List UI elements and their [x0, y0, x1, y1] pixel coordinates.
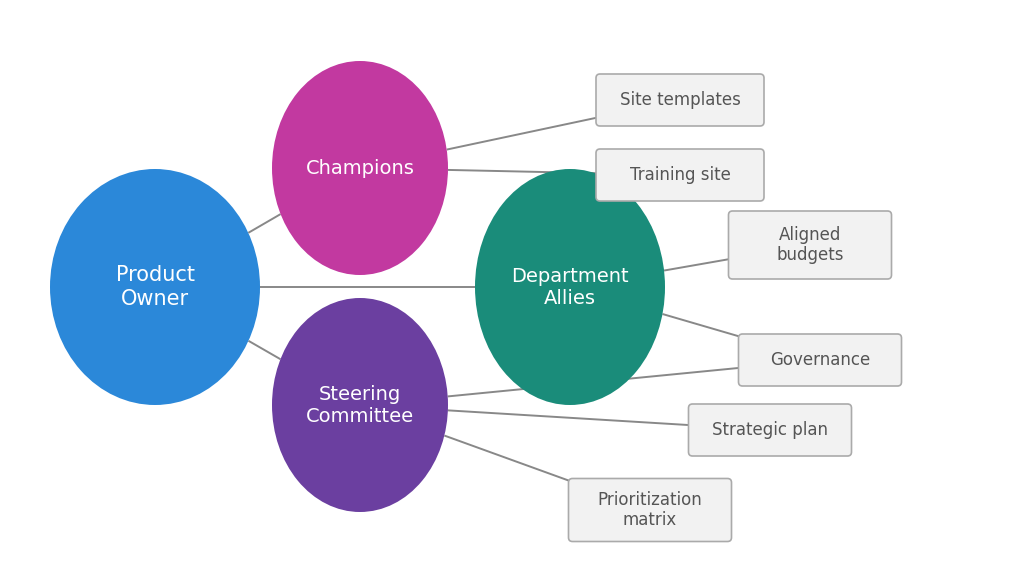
FancyBboxPatch shape [596, 149, 764, 201]
Text: Strategic plan: Strategic plan [712, 421, 828, 439]
FancyBboxPatch shape [596, 74, 764, 126]
FancyBboxPatch shape [688, 404, 852, 456]
Text: Training site: Training site [630, 166, 730, 184]
Text: Product
Owner: Product Owner [116, 265, 195, 309]
Text: Steering
Committee: Steering Committee [306, 384, 414, 426]
Ellipse shape [272, 61, 449, 275]
FancyBboxPatch shape [728, 211, 892, 279]
Text: Department
Allies: Department Allies [511, 266, 629, 308]
Text: Site templates: Site templates [620, 91, 740, 109]
FancyBboxPatch shape [568, 478, 731, 541]
Text: Governance: Governance [770, 351, 870, 369]
Text: Aligned
budgets: Aligned budgets [776, 226, 844, 264]
FancyBboxPatch shape [738, 334, 901, 386]
Text: Prioritization
matrix: Prioritization matrix [598, 490, 702, 529]
Ellipse shape [272, 298, 449, 512]
Text: Champions: Champions [305, 159, 415, 178]
Ellipse shape [50, 169, 260, 405]
Ellipse shape [475, 169, 665, 405]
